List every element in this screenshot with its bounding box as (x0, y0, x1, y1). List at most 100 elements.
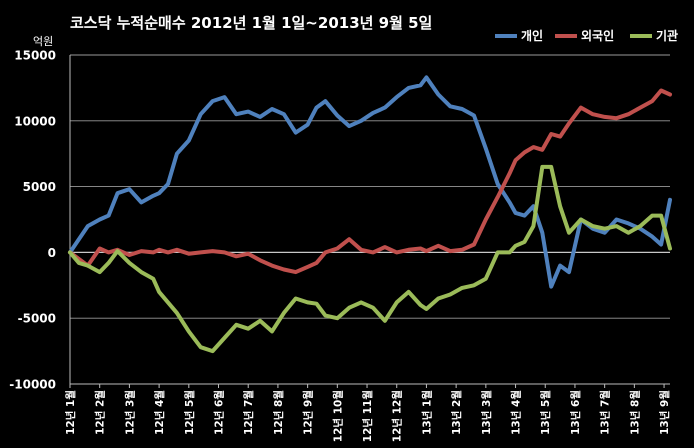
series-2-point-0 (68, 250, 72, 254)
series-2-point-12 (187, 329, 191, 333)
series-2-point-9 (157, 290, 161, 294)
series-1-point-51 (614, 116, 619, 120)
series-2-point-6 (127, 261, 131, 265)
y-tick-label-3: 5000 (23, 180, 56, 194)
x-tick-label-16: 13년 5월 (539, 390, 552, 435)
x-tick-label-0: 12년 1월 (64, 390, 77, 435)
y-tick-label-4: 10000 (14, 114, 56, 128)
series-2-point-50 (603, 227, 607, 231)
series-0-point-4 (107, 214, 111, 218)
series-2-point-41 (513, 244, 518, 248)
series-2-point-49 (591, 224, 595, 228)
series-2-point-19 (270, 329, 274, 333)
series-2-point-30 (395, 300, 399, 304)
series-2-point-16 (234, 323, 238, 327)
series-1-point-56 (668, 92, 672, 97)
series-0-point-32 (418, 83, 423, 87)
series-1-point-43 (531, 145, 536, 149)
series-1-point-52 (626, 112, 631, 116)
series-0-point-39 (496, 182, 500, 186)
series-2-point-38 (484, 277, 488, 281)
series-2-point-35 (448, 292, 452, 297)
series-1-point-22 (306, 265, 310, 269)
series-0-point-22 (306, 123, 310, 127)
series-0-point-28 (371, 111, 375, 115)
series-0-point-52 (626, 221, 631, 225)
series-0-point-44 (540, 231, 544, 235)
x-tick-label-19: 13년 8월 (628, 390, 641, 435)
series-2-point-55 (659, 214, 663, 218)
series-2-point-53 (638, 224, 642, 228)
series-0-point-24 (323, 99, 327, 103)
series-0-point-15 (222, 95, 227, 99)
series-1-point-6 (127, 253, 131, 257)
x-tick-label-15: 13년 4월 (510, 390, 523, 435)
series-1-point-7 (139, 249, 143, 253)
series-1-point-24 (323, 250, 327, 254)
series-2-point-47 (567, 231, 571, 235)
series-2-point-29 (383, 319, 387, 323)
series-2-point-34 (436, 296, 440, 301)
series-0-point-23 (314, 106, 319, 110)
series-1-point-14 (211, 249, 215, 253)
x-tick-label-7: 12년 8월 (272, 390, 285, 435)
chart-title: 코스닥 누적순매수 2012년 1월 1일~2013년 9월 5일 (70, 14, 432, 32)
series-1-point-10 (166, 250, 170, 254)
series-2-point-2 (86, 264, 90, 268)
series-2-point-27 (359, 300, 363, 304)
series-1-point-46 (558, 135, 562, 139)
series-2-point-44 (540, 165, 544, 169)
series-0-point-30 (395, 95, 399, 99)
series-2-point-48 (579, 217, 583, 222)
series-0-point-9 (157, 191, 161, 195)
series-2-point-24 (323, 314, 327, 318)
series-1-point-33 (424, 249, 428, 253)
series-0-point-20 (282, 112, 286, 116)
series-0-point-10 (166, 182, 170, 186)
x-tick-label-2: 12년 3월 (123, 390, 136, 435)
series-2-point-5 (115, 249, 120, 253)
legend-label-1: 외국인 (581, 28, 614, 43)
series-0-point-47 (567, 270, 571, 274)
series-1-point-55 (659, 88, 663, 93)
series-1-point-29 (383, 245, 387, 249)
series-1-point-30 (395, 250, 399, 254)
series-0-point-35 (448, 104, 452, 108)
series-0-point-27 (359, 119, 363, 123)
series-0-point-14 (211, 99, 215, 103)
series-0-point-6 (127, 187, 131, 191)
series-1-point-17 (246, 252, 250, 256)
series-1-point-34 (436, 244, 440, 248)
series-2-point-13 (199, 345, 203, 349)
series-0-point-51 (614, 217, 619, 222)
series-0-point-19 (270, 107, 274, 111)
x-tick-label-14: 13년 3월 (480, 390, 493, 435)
series-2-point-15 (222, 336, 227, 340)
legend-item-0: 개인 (495, 28, 543, 43)
series-2-point-32 (418, 303, 423, 307)
series-1-point-45 (549, 132, 553, 136)
series-1-point-40 (508, 171, 512, 175)
series-0-point-43 (531, 204, 536, 208)
x-tick-label-1: 12년 2월 (94, 390, 107, 435)
series-1-point-13 (199, 250, 203, 254)
series-2-point-1 (77, 261, 81, 265)
series-2 (68, 164, 672, 354)
series-2-point-14 (211, 349, 215, 353)
series-1-point-18 (258, 258, 262, 262)
series-1-point-19 (270, 264, 274, 268)
series-2-point-26 (347, 306, 351, 310)
series-1-point-49 (591, 112, 595, 116)
series-1-point-36 (460, 248, 464, 252)
series-0-point-45 (549, 285, 553, 289)
series-1-point-8 (151, 250, 155, 254)
series-0-point-36 (460, 107, 464, 111)
series-0-point-7 (139, 200, 143, 204)
series-0-point-50 (603, 231, 607, 235)
series-0-point-46 (558, 264, 562, 268)
series-0-point-31 (407, 86, 411, 90)
series-1-point-9 (157, 248, 161, 252)
series-2-point-45 (549, 165, 553, 169)
series-2-point-20 (282, 311, 286, 315)
series-1-point-23 (314, 261, 319, 265)
